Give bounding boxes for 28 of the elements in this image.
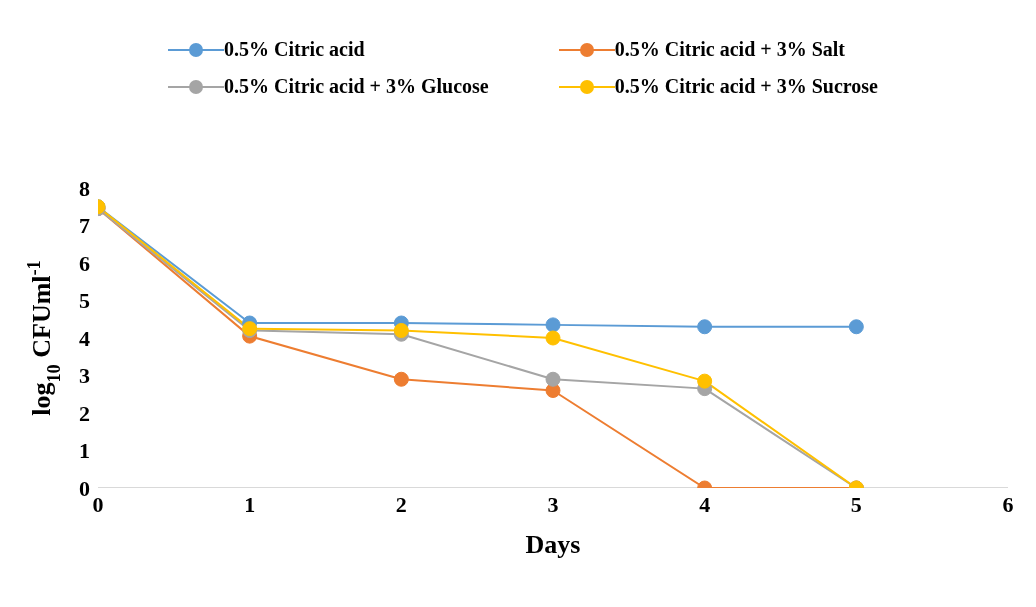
point	[697, 373, 713, 389]
x-axis-title: Days	[525, 530, 581, 559]
y-tick-label: 5	[79, 288, 90, 314]
y-tick-label: 2	[79, 400, 90, 426]
point	[848, 319, 864, 335]
x-tick-label: 1	[244, 491, 256, 517]
y-tick-label: 0	[79, 475, 90, 501]
point	[545, 317, 561, 333]
point	[545, 371, 561, 387]
legend-label: 0.5% Citric acid + 3% Sucrose	[614, 75, 878, 98]
point	[545, 330, 561, 346]
point	[697, 319, 713, 335]
y-tick-label: 3	[79, 363, 90, 389]
legend-label: 0.5% Citric acid + 3% Salt	[614, 38, 845, 61]
x-tick-label: 4	[699, 491, 711, 517]
legend-label: 0.5% Citric acid + 3% Glucose	[224, 75, 489, 98]
y-tick-label: 6	[79, 250, 90, 276]
y-tick-label: 7	[79, 213, 90, 239]
point	[393, 323, 409, 338]
x-tick-label: 6	[1002, 491, 1014, 517]
y-tick-label: 1	[79, 438, 90, 464]
x-tick-label: 5	[850, 491, 862, 517]
x-tick-label: 3	[547, 491, 559, 517]
legend-label: 0.5% Citric acid	[224, 38, 365, 61]
y-tick-label: 8	[79, 175, 90, 201]
x-tick-label: 2	[395, 491, 407, 517]
point	[393, 371, 409, 387]
y-tick-label: 4	[79, 325, 90, 351]
